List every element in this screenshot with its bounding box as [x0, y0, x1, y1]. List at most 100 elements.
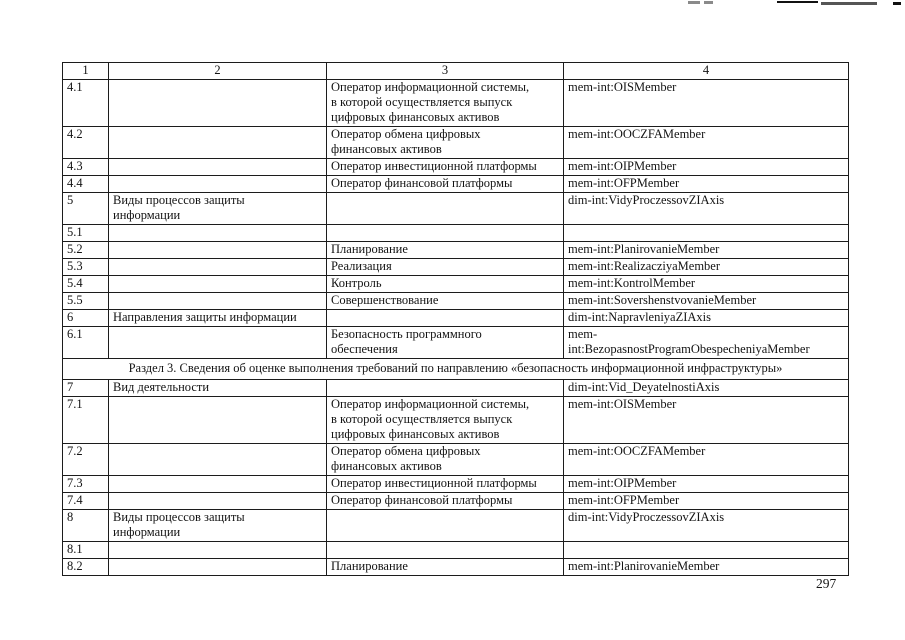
dimension-name — [108, 475, 327, 493]
column-header-3: 3 — [326, 62, 564, 80]
member-name — [326, 541, 564, 559]
xbrl-code: mem-int:OIPMember — [563, 158, 849, 176]
xbrl-code: mem-int:OIPMember — [563, 475, 849, 493]
dimension-name: Направления защиты информации — [108, 309, 327, 327]
dimension-name — [108, 443, 327, 476]
dimension-name — [108, 541, 327, 559]
dimension-name — [108, 175, 327, 193]
table-row: 4.4 Оператор финансовой платформы mem-int:… — [62, 175, 849, 193]
member-name: Оператор обмена цифровых финансовых акти… — [326, 443, 564, 476]
column-header-4: 4 — [563, 62, 849, 80]
table-row: 8.1 — [62, 541, 849, 559]
table-row: 7.1 Оператор информационной системы, в ко… — [62, 396, 849, 444]
xbrl-code: mem-int:RealizacziyaMember — [563, 258, 849, 276]
dimension-name — [108, 275, 327, 293]
column-header-2: 2 — [108, 62, 327, 80]
xbrl-code: mem-int:PlanirovanieMember — [563, 558, 849, 576]
dimension-name — [108, 396, 327, 444]
member-name: Безопасность программного обеспечения — [326, 326, 564, 359]
scan-artifact — [704, 1, 713, 4]
table-row: 5.5 Совершенствование mem-int:Sovershenstv… — [62, 292, 849, 310]
member-name: Оператор обмена цифровых финансовых акти… — [326, 126, 564, 159]
member-name: Оператор финансовой платформы — [326, 492, 564, 510]
dimension-name — [108, 79, 327, 127]
row-number: 6 — [62, 309, 109, 327]
xbrl-code: mem-int:OISMember — [563, 396, 849, 444]
member-name — [326, 379, 564, 397]
table-row: 5.4 Контроль mem-int:KontrolMember — [62, 275, 849, 293]
member-name: Оператор инвестиционной платформы — [326, 158, 564, 176]
scan-artifact — [893, 2, 901, 5]
xbrl-code: mem-int:OFPMember — [563, 492, 849, 510]
scan-artifact — [688, 1, 700, 4]
table-row: 7.4 Оператор финансовой платформы mem-int:… — [62, 492, 849, 510]
dimension-name — [108, 492, 327, 510]
dimension-name — [108, 158, 327, 176]
column-header-1: 1 — [62, 62, 109, 80]
member-name — [326, 192, 564, 225]
member-name: Совершенствование — [326, 292, 564, 310]
table-row: 6.1 Безопасность программного обеспечения… — [62, 326, 849, 359]
table-row: 8 Виды процессов защиты информации dim-int… — [62, 509, 849, 542]
table-row: 6 Направления защиты информации dim-int:Na… — [62, 309, 849, 327]
xbrl-code — [563, 224, 849, 242]
row-number: 8 — [62, 509, 109, 542]
row-number: 5.5 — [62, 292, 109, 310]
row-number: 5.2 — [62, 241, 109, 259]
table-row: 7.2 Оператор обмена цифровых финансовых а… — [62, 443, 849, 476]
xbrl-code: mem- int:BezopasnostProgramObespecheniya… — [563, 326, 849, 359]
dimension-name — [108, 326, 327, 359]
xbrl-code: dim-int:NapravleniyaZIAxis — [563, 309, 849, 327]
dimension-name: Вид деятельности — [108, 379, 327, 397]
table-row: 4.3 Оператор инвестиционной платформы mem-… — [62, 158, 849, 176]
row-number: 5.4 — [62, 275, 109, 293]
xbrl-code: mem-int:OISMember — [563, 79, 849, 127]
table-row: 4.2 Оператор обмена цифровых финансовых а… — [62, 126, 849, 159]
dimension-name — [108, 558, 327, 576]
table-row: 4.1 Оператор информационной системы, в ко… — [62, 79, 849, 127]
member-name: Оператор финансовой платформы — [326, 175, 564, 193]
row-number: 7.3 — [62, 475, 109, 493]
table-row: 7.3 Оператор инвестиционной платформы mem-… — [62, 475, 849, 493]
row-number: 7.1 — [62, 396, 109, 444]
row-number: 5.3 — [62, 258, 109, 276]
xbrl-code: mem-int:OOCZFAMember — [563, 126, 849, 159]
row-number: 7.4 — [62, 492, 109, 510]
dimension-name — [108, 126, 327, 159]
member-name: Оператор информационной системы, в котор… — [326, 79, 564, 127]
dimension-name — [108, 224, 327, 242]
dimension-name: Виды процессов защиты информации — [108, 509, 327, 542]
member-name: Оператор инвестиционной платформы — [326, 475, 564, 493]
xbrl-code: dim-int:Vid_DeyatelnostiAxis — [563, 379, 849, 397]
row-number: 4.3 — [62, 158, 109, 176]
table-row: 8.2 Планирование mem-int:PlanirovanieMembe… — [62, 558, 849, 576]
row-number: 6.1 — [62, 326, 109, 359]
table-row: 5.2 Планирование mem-int:PlanirovanieMembe… — [62, 241, 849, 259]
scan-artifact — [821, 2, 877, 5]
scan-artifact — [777, 1, 818, 3]
row-number: 4.1 — [62, 79, 109, 127]
row-number: 4.4 — [62, 175, 109, 193]
member-name — [326, 509, 564, 542]
xbrl-code: mem-int:OFPMember — [563, 175, 849, 193]
row-number: 4.2 — [62, 126, 109, 159]
page-number: 297 — [816, 576, 837, 591]
table-body: 4.1 Оператор информационной системы, в ко… — [62, 79, 849, 576]
member-name — [326, 309, 564, 327]
member-name: Оператор информационной системы, в котор… — [326, 396, 564, 444]
member-name — [326, 224, 564, 242]
member-name: Планирование — [326, 241, 564, 259]
xbrl-code: dim-int:VidyProczessovZIAxis — [563, 509, 849, 542]
row-number: 5 — [62, 192, 109, 225]
dimension-name — [108, 241, 327, 259]
dimension-name — [108, 258, 327, 276]
row-number: 8.2 — [62, 558, 109, 576]
dimension-name: Виды процессов защиты информации — [108, 192, 327, 225]
row-number: 7 — [62, 379, 109, 397]
table-row: 5.3 Реализация mem-int:RealizacziyaMember — [62, 258, 849, 276]
table-row: 7 Вид деятельности dim-int:Vid_Deyatelnost… — [62, 379, 849, 397]
table-row: 5.1 — [62, 224, 849, 242]
xbrl-code: mem-int:SovershenstvovanieMember — [563, 292, 849, 310]
table-row: 5 Виды процессов защиты информации dim-int… — [62, 192, 849, 225]
